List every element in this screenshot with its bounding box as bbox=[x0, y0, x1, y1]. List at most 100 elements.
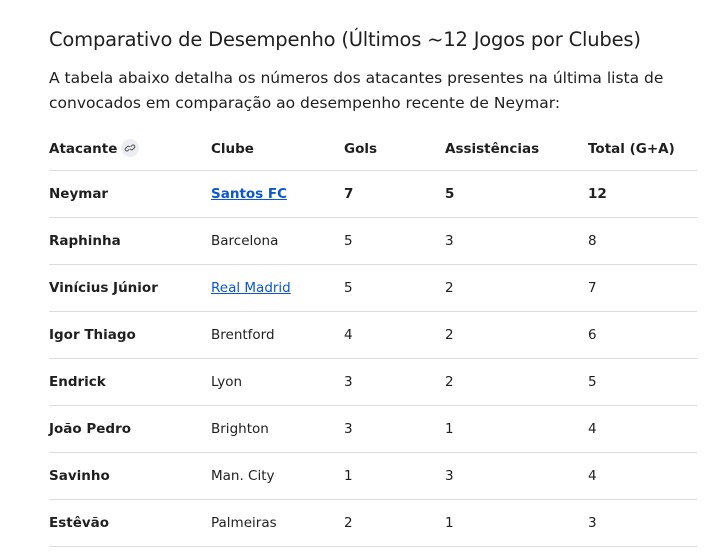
cell-text: 6 bbox=[588, 327, 597, 343]
table-cell: 2 bbox=[445, 311, 588, 359]
cell-text: 3 bbox=[588, 515, 597, 531]
cell-text: 4 bbox=[588, 468, 597, 484]
cell-text: Man. City bbox=[211, 468, 275, 484]
table-cell: 2 bbox=[445, 358, 588, 406]
club-link[interactable]: Santos FC bbox=[211, 186, 288, 202]
table-cell: 12 bbox=[588, 170, 697, 218]
cell-text: Brighton bbox=[211, 421, 269, 437]
heading: Comparativo de Desempenho (Últimos ~12 J… bbox=[49, 28, 641, 51]
cell-text: 2 bbox=[445, 327, 454, 343]
table-cell: 2 bbox=[445, 264, 588, 312]
table-cell: Barcelona bbox=[211, 217, 344, 265]
cell-text: 8 bbox=[588, 233, 597, 249]
table-cell: 5 bbox=[445, 170, 588, 218]
cell-text: 12 bbox=[588, 186, 607, 202]
column-header-text: Total (G+A) bbox=[588, 141, 675, 157]
table-cell: 8 bbox=[588, 217, 697, 265]
column-header: Assistências bbox=[445, 128, 588, 171]
column-header: Total (G+A) bbox=[588, 128, 697, 171]
column-header-text: Clube bbox=[211, 141, 254, 157]
cell-text: Estêvão bbox=[49, 515, 110, 531]
table-cell: 3 bbox=[445, 452, 588, 500]
table-row: Igor Thiago Brentford 4 2 6 bbox=[49, 311, 697, 359]
column-header: Atacante bbox=[49, 128, 211, 171]
cell-text: 1 bbox=[344, 468, 353, 484]
table-cell: 7 bbox=[588, 264, 697, 312]
cell-text: Lyon bbox=[211, 374, 243, 390]
column-header-text: Atacante bbox=[49, 141, 118, 157]
cell-text: Savinho bbox=[49, 468, 110, 484]
table-cell: 4 bbox=[588, 405, 697, 453]
table: Atacante Clube Gols Assistências Total (G+A)… bbox=[49, 128, 697, 547]
cell-text: 3 bbox=[344, 374, 353, 390]
header-row: Atacante Clube Gols Assistências Total (G+A) bbox=[49, 128, 697, 171]
table-row: Raphinha Barcelona 5 3 8 bbox=[49, 217, 697, 265]
table-cell: Palmeiras bbox=[211, 499, 344, 547]
table-cell: 6 bbox=[588, 311, 697, 359]
table-cell: 3 bbox=[445, 217, 588, 265]
cell-text: Barcelona bbox=[211, 233, 279, 249]
table-cell: 2 bbox=[344, 499, 445, 547]
cell-text: 5 bbox=[344, 233, 353, 249]
table-cell: 7 bbox=[344, 170, 445, 218]
cell-text: Vinícius Júnior bbox=[49, 280, 158, 296]
column-header: Clube bbox=[211, 128, 344, 171]
cell-text: 2 bbox=[445, 280, 454, 296]
table-cell: Estêvão bbox=[49, 499, 211, 547]
cell-text: 3 bbox=[344, 421, 353, 437]
intro: A tabela abaixo detalha os números dos a… bbox=[49, 69, 664, 112]
table-row: João Pedro Brighton 3 1 4 bbox=[49, 405, 697, 453]
table-cell: 3 bbox=[344, 358, 445, 406]
table-cell: 3 bbox=[344, 405, 445, 453]
table-row: Neymar Santos FC 7 5 12 bbox=[49, 170, 697, 218]
table-cell: 1 bbox=[344, 452, 445, 500]
cell-text: 7 bbox=[344, 186, 354, 202]
table-cell: 1 bbox=[445, 499, 588, 547]
table-cell: Lyon bbox=[211, 358, 344, 406]
table-cell: 3 bbox=[588, 499, 697, 547]
table-body: Neymar Santos FC 7 5 12 Raphinha Barcelona 5 3 8 V… bbox=[49, 170, 697, 547]
table-cell: Raphinha bbox=[49, 217, 211, 265]
cell-text: 5 bbox=[344, 280, 353, 296]
cell-text: 5 bbox=[588, 374, 597, 390]
table-row: Endrick Lyon 3 2 5 bbox=[49, 358, 697, 406]
cell-text: Endrick bbox=[49, 374, 106, 390]
table-cell: Neymar bbox=[49, 170, 211, 218]
cell-text: Igor Thiago bbox=[49, 327, 136, 343]
table-cell: Santos FC bbox=[211, 170, 344, 218]
cell-text: 7 bbox=[588, 280, 597, 296]
cell-text: 2 bbox=[344, 515, 353, 531]
table-row: Vinícius Júnior Real Madrid 5 2 7 bbox=[49, 264, 697, 312]
cell-text: 4 bbox=[344, 327, 353, 343]
table-row: Estêvão Palmeiras 2 1 3 bbox=[49, 499, 697, 547]
cell-text: 1 bbox=[445, 421, 454, 437]
cell-text: 2 bbox=[445, 374, 454, 390]
cell-text: 3 bbox=[445, 233, 454, 249]
cell-text: 3 bbox=[445, 468, 454, 484]
table-cell: Igor Thiago bbox=[49, 311, 211, 359]
cell-text: 1 bbox=[445, 515, 454, 531]
table-cell: Brighton bbox=[211, 405, 344, 453]
cell-text: 5 bbox=[445, 186, 455, 202]
cell-text: João Pedro bbox=[49, 421, 132, 437]
cell-text: Brentford bbox=[211, 327, 275, 343]
link-icon[interactable] bbox=[121, 139, 140, 157]
cell-text: Raphinha bbox=[49, 233, 121, 249]
cell-text: Palmeiras bbox=[211, 515, 277, 531]
column-header-text: Gols bbox=[344, 141, 378, 157]
table-cell: 5 bbox=[588, 358, 697, 406]
column-header: Gols bbox=[344, 128, 445, 171]
table-cell: Vinícius Júnior bbox=[49, 264, 211, 312]
table-cell: Brentford bbox=[211, 311, 344, 359]
table-cell: 5 bbox=[344, 217, 445, 265]
table-row: Savinho Man. City 1 3 4 bbox=[49, 452, 697, 500]
table-cell: 4 bbox=[588, 452, 697, 500]
table-cell: Real Madrid bbox=[211, 264, 344, 312]
table-cell: Savinho bbox=[49, 452, 211, 500]
table-cell: Man. City bbox=[211, 452, 344, 500]
table-cell: João Pedro bbox=[49, 405, 211, 453]
table-cell: Endrick bbox=[49, 358, 211, 406]
table-cell: 1 bbox=[445, 405, 588, 453]
club-link[interactable]: Real Madrid bbox=[211, 280, 291, 296]
